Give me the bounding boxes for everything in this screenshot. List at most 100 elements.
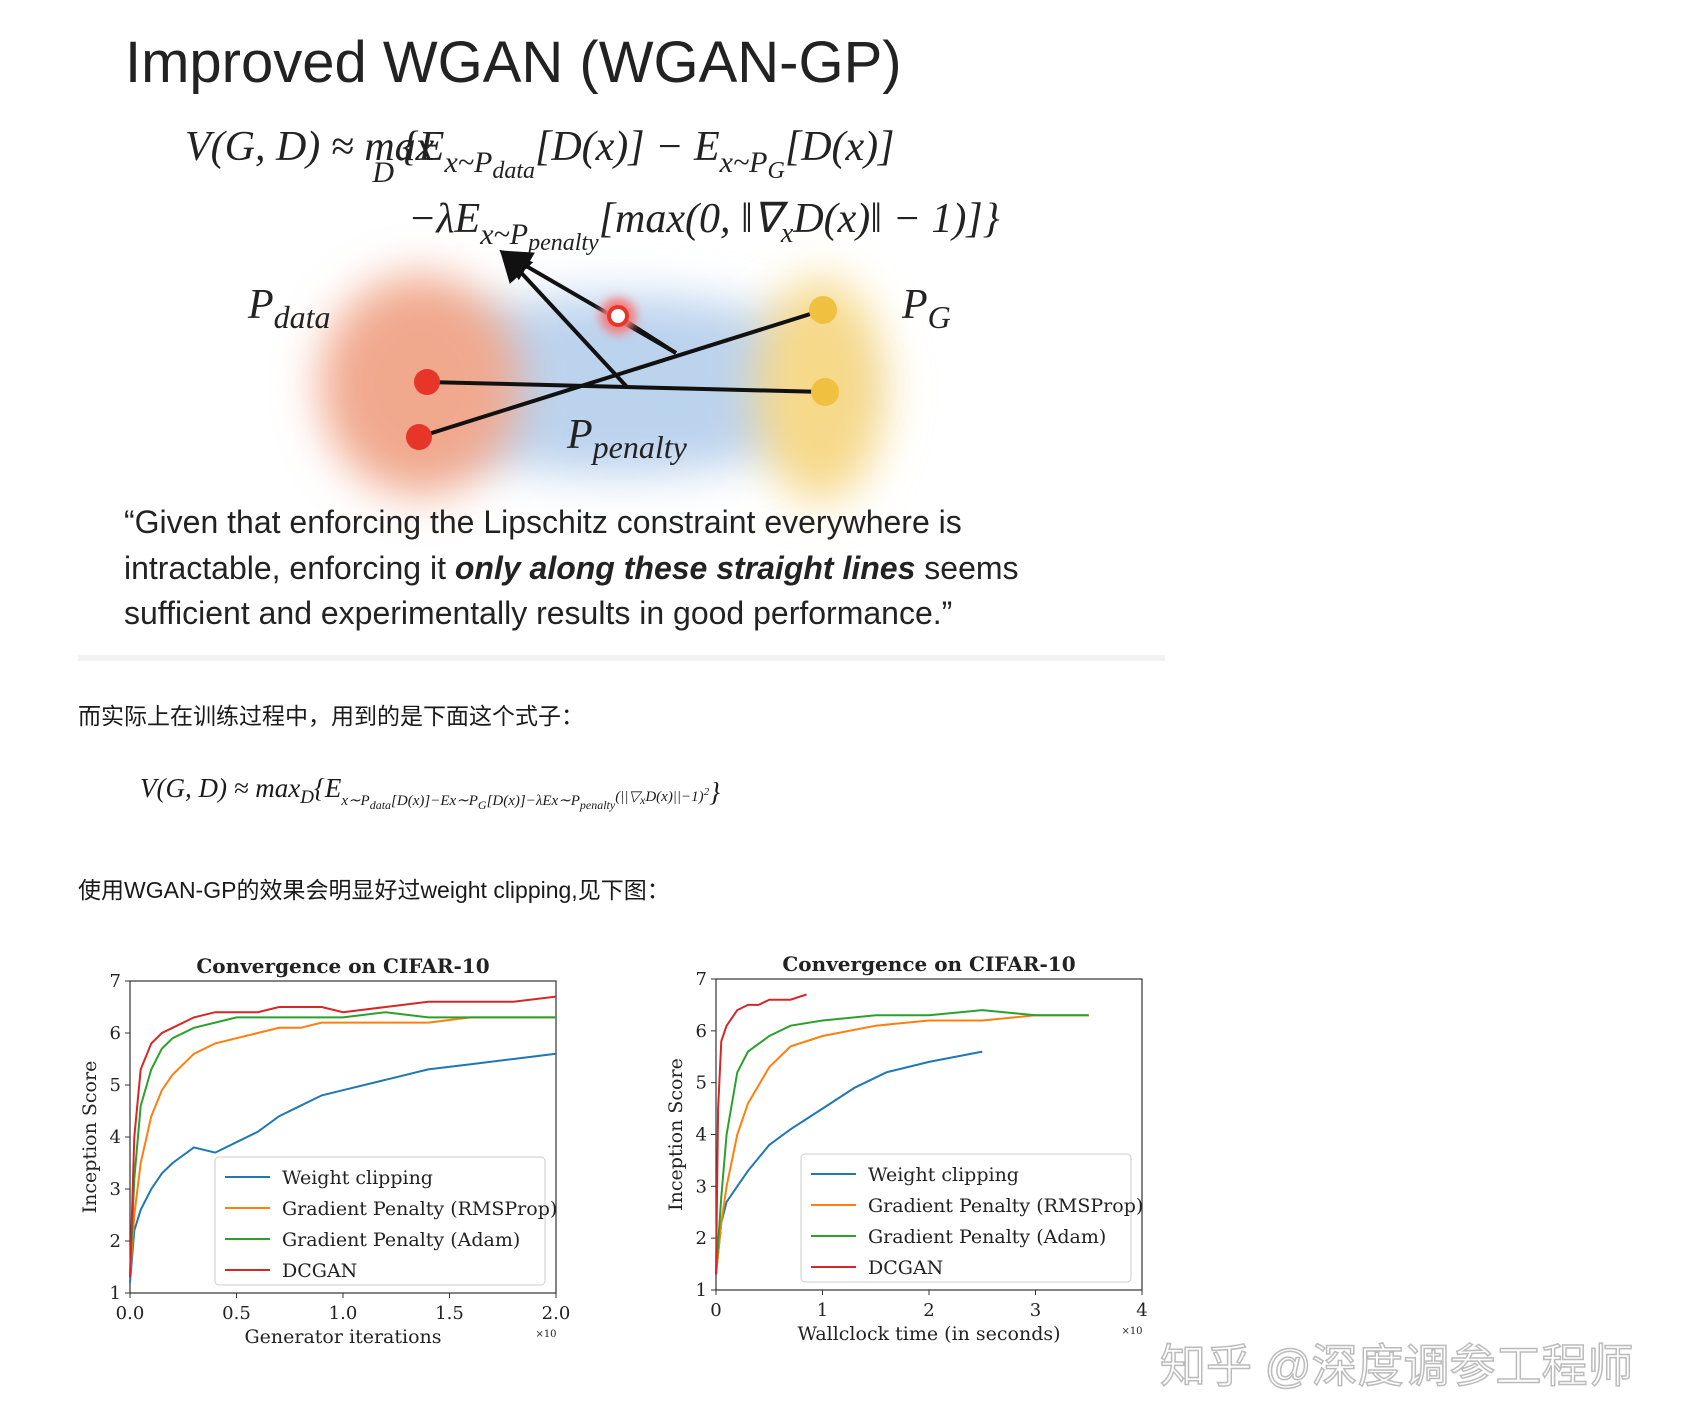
quote-part: seems [915, 550, 1018, 586]
formula-part: D(x)‖ − 1)]} [792, 196, 999, 242]
quote-line: sufficient and experimentally results in… [124, 595, 952, 631]
formula-part: [D(x)]−λE [487, 793, 552, 809]
y-axis-label: Inception Score [665, 1058, 687, 1211]
formula-part: x∼P [551, 793, 580, 809]
formula-part: penalty [579, 798, 616, 812]
legend-label: DCGAN [868, 1257, 943, 1279]
formula-part: [max(0, ‖∇ [599, 196, 789, 242]
formula-part: V(G, D) ≈ max [140, 773, 300, 803]
formula-part: x [780, 218, 794, 249]
x-tick-label: 3 [1030, 1300, 1041, 1321]
y-tick-label: 3 [110, 1179, 121, 1200]
slide-title: Improved WGAN (WGAN-GP) [125, 30, 902, 95]
x-multiplier: ×10 [1121, 1326, 1142, 1337]
formula-part: −λE [408, 196, 480, 242]
x-tick-label: 2.0 [542, 1303, 571, 1324]
y-tick-label: 6 [696, 1021, 707, 1042]
series-line [715, 1050, 983, 1275]
y-tick-label: 4 [696, 1125, 707, 1146]
slide-shadow [78, 655, 1165, 661]
formula-part: V(G, D) ≈ max [185, 124, 435, 170]
series-line [129, 1052, 557, 1283]
label-part: data [274, 299, 331, 335]
label-part: G [928, 299, 951, 335]
formula-part: {E [314, 773, 342, 803]
series-line [129, 995, 557, 1278]
legend-label: Gradient Penalty (Adam) [868, 1226, 1106, 1248]
charts: 0.0 0.5 1.0 1.5 2.0 1 2 3 4 5 6 7 Convergence on CIF… [79, 952, 1148, 1348]
formula-part: [D(x)] − E [535, 124, 720, 170]
chart: 0.0 0.5 1.0 1.5 2.0 1 2 3 4 5 6 7 Convergence on CIF… [79, 954, 570, 1348]
chart-title: Convergence on CIFAR-10 [782, 952, 1075, 976]
formula-part: [D(x)] [785, 124, 895, 170]
chart-title: Convergence on CIFAR-10 [196, 954, 489, 978]
y-tick-label: 6 [110, 1023, 121, 1044]
y-tick-label: 5 [110, 1075, 121, 1096]
arrow [499, 250, 678, 355]
legend-label: Gradient Penalty (RMSProp) [868, 1195, 1143, 1217]
y-tick-label: 2 [110, 1231, 121, 1252]
x-tick-label: 2 [923, 1300, 934, 1321]
x-tick-label: 0.0 [116, 1303, 145, 1324]
g-point [809, 296, 837, 324]
x-tick-label: 1 [817, 1300, 828, 1321]
formula-part: x [639, 793, 646, 807]
y-tick-label: 7 [110, 971, 121, 992]
series-line [715, 993, 807, 1275]
y-tick-label: 2 [696, 1228, 707, 1249]
formula-line: −λEx~Ppenalty[max(0, ‖∇xD(x)‖ − 1)]} [408, 196, 1000, 256]
legend-box [800, 1153, 1132, 1283]
paragraph: 而实际上在训练过程中，用到的是下面这个式子： [78, 703, 584, 729]
formula-part: x~P [443, 146, 492, 179]
slide: Improved WGAN (WGAN-GP) V(G, D) ≈ max D{E… [78, 0, 1165, 661]
x-axis-label: Wallclock time (in seconds) [797, 1323, 1060, 1345]
series-line [129, 1016, 556, 1278]
legend-label: Weight clipping [868, 1164, 1019, 1186]
quote-emphasis: only along these straight lines [455, 550, 916, 586]
x-tick-label: 1.5 [435, 1303, 464, 1324]
penalty-point [607, 305, 629, 327]
y-tick-label: 5 [696, 1073, 707, 1094]
x-tick-label: 4 [1136, 1300, 1147, 1321]
formula-part: data [492, 158, 535, 184]
formula-part: G [768, 158, 785, 184]
y-tick-label: 3 [696, 1176, 707, 1197]
data-point [406, 424, 432, 450]
label-part: P [901, 282, 928, 328]
y-tick-label: 7 [696, 969, 707, 990]
legend-label: DCGAN [282, 1260, 357, 1282]
formula-part: G [478, 798, 487, 812]
legend-label: Weight clipping [282, 1167, 433, 1189]
formula-part: D(x)||−1) [644, 789, 703, 805]
formula-part: } [709, 777, 720, 807]
formula-line: V(G, D) ≈ max D{Ex~Pdata[D(x)] − Ex~PG[D(… [185, 124, 895, 189]
formula-part: data [370, 798, 391, 812]
legend-label: Gradient Penalty (Adam) [282, 1229, 520, 1251]
legend-label: Gradient Penalty (RMSProp) [282, 1198, 557, 1220]
diagram: Pdata PG Ppenalty [247, 249, 951, 502]
paragraph: 使用WGAN-GP的效果会明显好过weight clipping,见下图： [78, 877, 670, 903]
series-line [715, 1009, 1089, 1275]
quote-line: intractable, enforcing it only along the… [124, 550, 1019, 586]
diagram-label: Ppenalty [566, 412, 688, 465]
diagram-label: Pdata [247, 282, 331, 335]
connect-line [418, 308, 824, 439]
diagram-label: PG [901, 282, 951, 335]
y-tick-label: 1 [696, 1280, 707, 1301]
legend-box [214, 1156, 546, 1286]
x-tick-label: 0 [710, 1300, 721, 1321]
watermark: 知乎 @深度调参工程师 [1160, 1340, 1633, 1392]
y-tick-label: 4 [110, 1127, 121, 1148]
label-part: P [247, 282, 274, 328]
formula-part: 2 [704, 786, 710, 798]
series-line [715, 1014, 1089, 1275]
formula-part: D [299, 787, 314, 808]
x-axis-label: Generator iterations [244, 1326, 441, 1348]
formula-part: penalty [526, 230, 599, 256]
x-tick-label: 0.5 [222, 1303, 251, 1324]
formula-part: x∼P [449, 793, 478, 809]
g-point [811, 378, 839, 406]
formula-part: x~P [479, 218, 528, 251]
